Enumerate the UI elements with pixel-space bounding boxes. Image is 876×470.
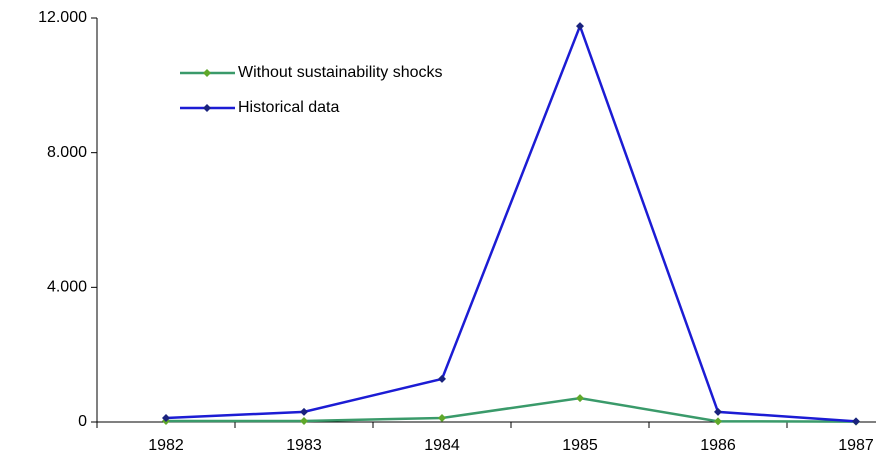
x-tick-label: 1982	[148, 437, 184, 454]
y-tick-label: 4.000	[47, 279, 87, 296]
legend-marker	[203, 104, 211, 112]
marker	[438, 374, 446, 383]
series-line	[166, 396, 857, 423]
marker	[714, 407, 722, 416]
y-tick-label: 8.000	[47, 144, 87, 161]
x-tick-label: 1987	[838, 437, 874, 454]
x-tick-label: 1986	[700, 437, 736, 454]
x-tick-label: 1985	[562, 437, 598, 454]
marker	[576, 394, 584, 403]
legend-marker	[203, 69, 211, 77]
marker	[852, 417, 860, 426]
x-tick-label: 1983	[286, 437, 322, 454]
marker	[300, 407, 308, 416]
x-tick-label: 1984	[424, 437, 460, 454]
marker	[576, 22, 584, 31]
marker	[162, 413, 170, 422]
marker	[714, 417, 722, 426]
series-line	[165, 22, 857, 423]
marker	[438, 413, 446, 422]
marker	[300, 416, 308, 425]
legend-label: Historical data	[238, 99, 339, 116]
y-tick-label: 12.000	[38, 9, 87, 26]
y-tick-label: 0	[78, 413, 87, 430]
legend-label: Without sustainability shocks	[238, 64, 443, 81]
